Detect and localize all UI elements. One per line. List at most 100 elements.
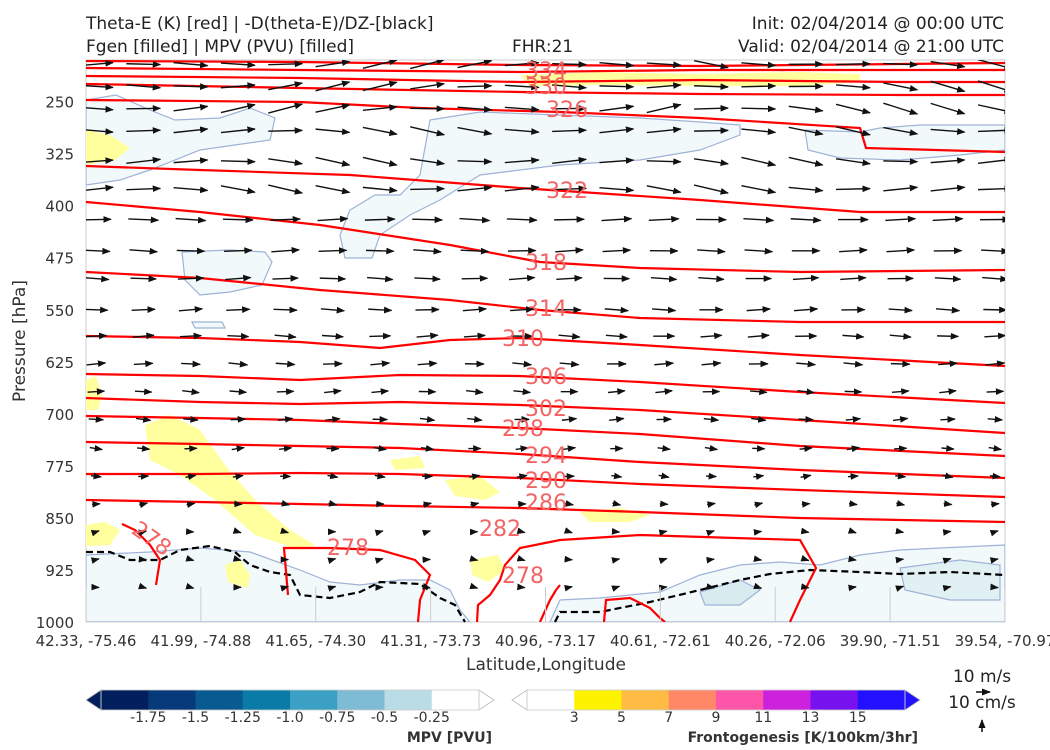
wind-vector [896,499,906,507]
frontogenesis-fill [520,72,860,86]
wind-vector [423,501,433,509]
wind-vector [835,158,871,167]
wind-vector [420,445,435,452]
wind-vector [89,445,104,452]
valid-time: Valid: 02/04/2014 @ 21:00 UTC [738,37,1004,57]
wind-vector [895,472,907,480]
wind-vector [183,416,199,423]
wind-vector [556,274,583,282]
wind-vector [139,501,149,509]
wind-vector [220,103,256,114]
wind-vector [323,360,343,368]
theta-e-label: 322 [546,179,588,204]
wind-vector [373,445,387,452]
fgen-colorbar-swatch [527,690,575,710]
y-tick-label: 475 [45,250,74,268]
wind-vector [88,416,105,423]
wind-vector [315,128,351,136]
fgen-colorbar-swatch [621,690,670,710]
wind-vector [270,215,302,223]
wind-vector [414,275,441,283]
wind-vector [362,104,398,112]
wind-vector [984,332,1005,340]
wind-vector [706,501,716,508]
wind-vector [86,360,107,368]
wind-vector [608,388,626,395]
wind-vector [563,527,573,534]
wind-vector [848,555,857,563]
wind-vector [469,582,479,590]
wind-vector [318,247,348,254]
wind-vector [362,60,398,69]
wind-vector [463,332,486,340]
x-tick-label: 40.61, -72.61 [610,632,711,650]
wind-vector [883,158,919,165]
wind-vector [457,158,493,165]
wind-vector [413,247,442,255]
wind-vector [611,472,623,480]
frontogenesis-fill [86,130,130,165]
wind-vector [222,216,254,224]
wind-vector [315,80,351,92]
wind-vector [985,360,1005,368]
wind-vector [86,306,109,314]
wind-vector [87,388,106,395]
wind-vector [930,60,966,69]
wind-vector [942,557,952,565]
wind-vector [843,360,864,368]
wind-vector [654,360,675,368]
theta-e-label: 314 [525,297,567,322]
wind-vector [552,127,587,134]
fgen-colorbar-frame [526,689,906,711]
theta-e-contour [86,471,1005,499]
wind-vector [410,60,446,70]
x-tick-label: 39.90, -71.51 [840,632,941,650]
init-time: Init: 02/04/2014 @ 00:00 UTC [751,14,1004,34]
wind-vector [552,61,587,68]
wind-vector [184,445,198,452]
wind-vector [741,82,777,90]
wind-vector [367,275,394,283]
wind-vector [268,102,304,114]
wind-scale-legend: 10 m/s 10 cm/s [948,667,1016,732]
wind-vector [513,388,532,396]
wind-vector [611,585,621,592]
wind-vector [646,158,682,165]
wind-vector [846,445,861,453]
wind-vector [86,247,111,255]
wind-vector [836,60,871,68]
y-axis-label: Pressure [hPa] [10,280,30,402]
fgen-colorbar-tick-label: 7 [664,710,673,726]
wind-vector [173,186,209,194]
wind-vector [704,445,719,452]
wind-vector [890,360,911,368]
wind-vector [86,60,114,67]
wind-vector [753,582,763,590]
wind-vector [186,501,196,508]
wind-vector [612,499,622,507]
wind-vector [932,215,964,223]
wind-vector [327,472,339,480]
wind-vector [274,333,297,340]
wind-vector [555,247,584,254]
wind-vector [510,306,535,313]
wind-vector [883,102,919,115]
wind-vector [410,81,446,90]
wind-vector [268,184,304,195]
theta-e-label: 326 [546,98,588,123]
wind-vector [362,186,398,194]
wind-vector [467,416,483,423]
wind-vector [271,246,301,254]
mpv-colorbar-swatch [290,690,338,710]
wind-vector [844,388,863,396]
mpv-colorbar-swatch [101,690,149,710]
wind-vector [554,216,585,223]
theta-e-contour [86,396,1005,435]
wind-vector [416,332,439,340]
fgen-colorbar-swatch [763,690,811,710]
theta-e-label: 330 [525,75,567,100]
wind-vector [457,126,493,136]
wind-vector [706,556,715,564]
fgen-colorbar-tick-label: 13 [802,710,820,726]
wind-vector [419,416,436,423]
